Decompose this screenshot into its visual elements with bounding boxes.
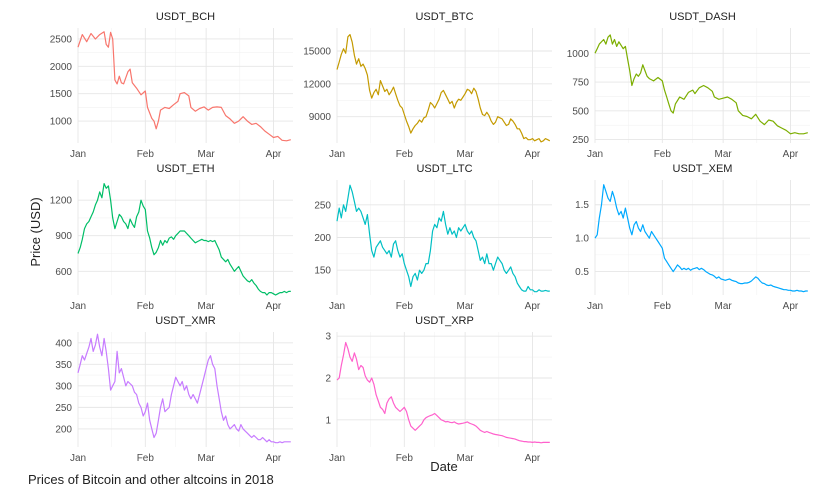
x-tick-label: Jan bbox=[587, 301, 603, 312]
panel-usdt_bch: USDT_BCH Jan Feb Mar Apr 1000 1500 2000 2500 bbox=[50, 11, 293, 160]
x-axis-label: Date bbox=[430, 459, 457, 474]
y-tick-label: 250 bbox=[314, 200, 331, 211]
panel-title: USDT_ETH bbox=[156, 163, 214, 175]
y-tick-label: 2000 bbox=[50, 62, 73, 73]
x-tick-label: Feb bbox=[137, 149, 155, 160]
y-tick-label: 300 bbox=[55, 381, 72, 392]
x-tick-label: Jan bbox=[70, 149, 86, 160]
x-tick-label: Apr bbox=[525, 149, 541, 160]
x-tick-label: Jan bbox=[329, 453, 345, 464]
x-tick-label: Feb bbox=[396, 301, 414, 312]
y-tick-label: 1500 bbox=[50, 89, 73, 100]
x-tick-label: Apr bbox=[525, 453, 541, 464]
x-tick-label: Mar bbox=[198, 301, 216, 312]
x-tick-label: Apr bbox=[266, 149, 282, 160]
y-tick-label: 350 bbox=[55, 360, 72, 371]
panel-usdt_eth: USDT_ETH Jan Feb Mar Apr 600 900 1200 bbox=[50, 163, 293, 312]
x-tick-label: Apr bbox=[266, 453, 282, 464]
x-tick-label: Jan bbox=[587, 149, 603, 160]
y-tick-label: 150 bbox=[314, 266, 331, 277]
y-tick-label: 200 bbox=[55, 424, 72, 435]
x-tick-label: Feb bbox=[396, 453, 414, 464]
series-line-usdt_eth bbox=[77, 183, 291, 296]
panel-title: USDT_XMR bbox=[155, 315, 216, 327]
y-tick-label: 500 bbox=[572, 106, 589, 117]
y-tick-label: 12000 bbox=[303, 79, 331, 90]
x-tick-label: Apr bbox=[783, 149, 799, 160]
figure-caption: Prices of Bitcoin and other altcoins in … bbox=[28, 472, 274, 487]
y-tick-label: 900 bbox=[55, 231, 72, 242]
panel-usdt_btc: USDT_BTC Jan Feb Mar Apr 9000 12000 15000 bbox=[303, 11, 552, 160]
x-tick-label: Jan bbox=[329, 301, 345, 312]
x-tick-label: Mar bbox=[457, 301, 475, 312]
y-tick-label: 2500 bbox=[50, 34, 73, 45]
x-tick-label: Feb bbox=[137, 453, 155, 464]
x-tick-label: Apr bbox=[783, 301, 799, 312]
y-tick-label: 250 bbox=[572, 135, 589, 146]
y-tick-label: 1200 bbox=[50, 196, 73, 207]
x-tick-label: Mar bbox=[457, 149, 475, 160]
x-tick-label: Jan bbox=[70, 453, 86, 464]
x-tick-label: Mar bbox=[198, 453, 216, 464]
y-tick-label: 2 bbox=[325, 374, 331, 385]
x-tick-label: Apr bbox=[266, 301, 282, 312]
x-tick-label: Feb bbox=[396, 149, 414, 160]
x-tick-label: Feb bbox=[654, 149, 672, 160]
y-tick-label: 400 bbox=[55, 338, 72, 349]
y-tick-label: 600 bbox=[55, 267, 72, 278]
y-tick-label: 3 bbox=[325, 332, 331, 343]
panel-usdt_xrp: USDT_XRP Jan Feb Mar Apr 1 2 3 bbox=[325, 315, 552, 464]
series-line-usdt_xmr bbox=[77, 333, 291, 444]
y-tick-label: 1.5 bbox=[575, 200, 589, 211]
series-line-usdt_xem bbox=[594, 184, 808, 293]
y-tick-label: 1000 bbox=[567, 49, 590, 60]
y-tick-label: 9000 bbox=[309, 112, 332, 123]
panel-title: USDT_DASH bbox=[669, 11, 736, 23]
panel-title: USDT_LTC bbox=[416, 163, 472, 175]
y-tick-label: 750 bbox=[572, 78, 589, 89]
panel-usdt_xem: USDT_XEM Jan Feb Mar Apr 0.5 1.0 1.5 bbox=[575, 163, 810, 312]
y-tick-label: 250 bbox=[55, 403, 72, 414]
series-line-usdt_dash bbox=[594, 34, 808, 135]
panel-usdt_dash: USDT_DASH Jan Feb Mar Apr 250 500 750 1000 bbox=[567, 11, 810, 160]
y-tick-label: 200 bbox=[314, 233, 331, 244]
series-line-usdt_ltc bbox=[336, 184, 550, 293]
series-line-usdt_bch bbox=[77, 31, 291, 142]
x-tick-label: Mar bbox=[715, 149, 733, 160]
x-tick-label: Feb bbox=[137, 301, 155, 312]
panel-usdt_xmr: USDT_XMR Jan Feb Mar Apr 200 250 300 350 400 bbox=[55, 315, 293, 464]
x-tick-label: Mar bbox=[198, 149, 216, 160]
x-tick-label: Feb bbox=[654, 301, 672, 312]
x-tick-label: Mar bbox=[715, 301, 733, 312]
x-tick-label: Jan bbox=[329, 149, 345, 160]
panel-title: USDT_XEM bbox=[673, 163, 733, 175]
x-tick-label: Apr bbox=[525, 301, 541, 312]
panel-title: USDT_XRP bbox=[415, 315, 474, 327]
y-axis-label: Price (USD) bbox=[28, 197, 43, 266]
x-tick-label: Mar bbox=[457, 453, 475, 464]
y-tick-label: 15000 bbox=[303, 47, 331, 58]
panel-title: USDT_BCH bbox=[156, 11, 215, 23]
panel-title: USDT_BTC bbox=[415, 11, 473, 23]
series-line-usdt_btc bbox=[336, 34, 551, 143]
y-tick-label: 1000 bbox=[50, 117, 73, 128]
series-line-usdt_xrp bbox=[336, 341, 550, 444]
y-tick-label: 0.5 bbox=[575, 267, 589, 278]
x-tick-label: Jan bbox=[70, 301, 86, 312]
y-tick-label: 1 bbox=[325, 415, 331, 426]
panel-usdt_ltc: USDT_LTC Jan Feb Mar Apr 150 200 250 bbox=[314, 163, 552, 312]
y-tick-label: 1.0 bbox=[575, 234, 589, 245]
